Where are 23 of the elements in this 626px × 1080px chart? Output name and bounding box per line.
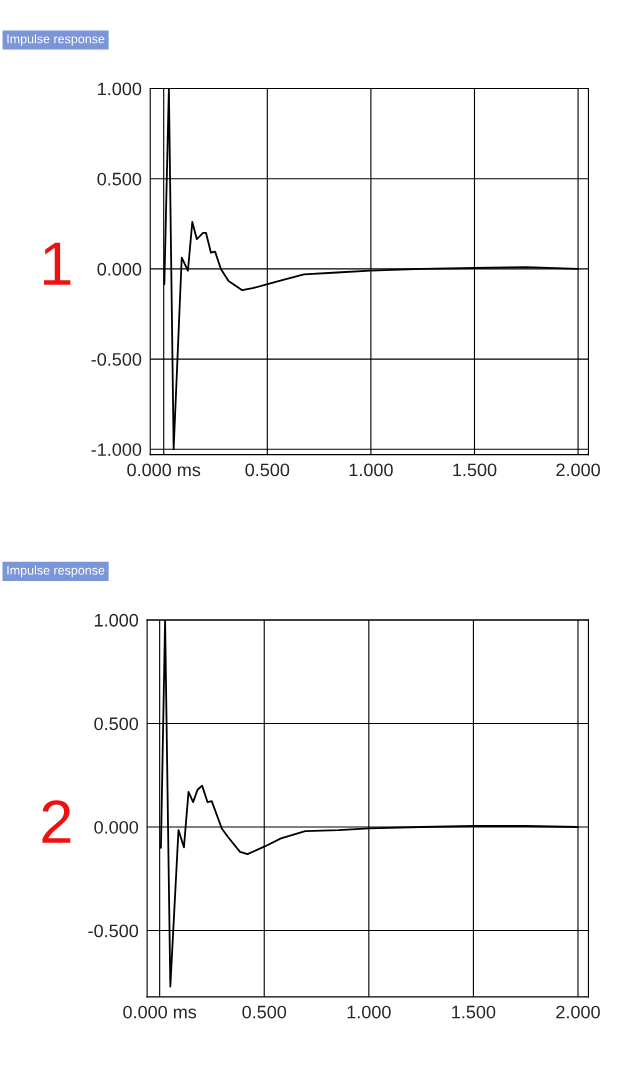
y-tick-label: 1.000 — [94, 613, 139, 627]
x-tick-label: 0.000 ms — [127, 463, 201, 477]
x-tick-label: 0.500 — [242, 1005, 287, 1019]
y-tick-label: 0.000 — [97, 262, 142, 276]
y-tick-label: 0.000 — [94, 820, 139, 834]
x-tick-label: 2.000 — [556, 1005, 600, 1019]
chart-title: Impulse response — [7, 34, 105, 46]
x-tick-label: 0.000 ms — [123, 1005, 197, 1019]
text: 1 — [44, 242, 71, 285]
y-tick-label: -1.000 — [91, 443, 142, 456]
y-tick-label: -0.500 — [88, 924, 139, 938]
text: 2 — [42, 800, 71, 843]
y-tick-label: 0.500 — [94, 717, 139, 731]
y-tick-label: 0.500 — [97, 172, 142, 186]
x-tick-label: 1.000 — [349, 463, 393, 477]
x-tick-label: 2.000 — [556, 463, 600, 477]
x-tick-label: 0.500 — [245, 463, 290, 477]
x-tick-label: 1.500 — [452, 1005, 496, 1019]
chart-title: Impulse response — [7, 565, 105, 578]
x-tick-label: 1.000 — [347, 1005, 391, 1019]
y-tick-label: -0.500 — [91, 353, 142, 366]
y-tick-label: 1.000 — [98, 82, 142, 96]
x-tick-label: 1.500 — [453, 463, 497, 477]
